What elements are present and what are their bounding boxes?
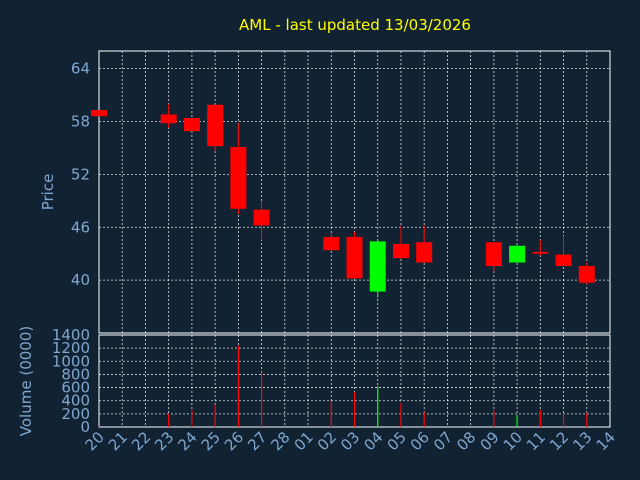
volume-y-tick-label: 0: [80, 418, 90, 436]
volume-y-tick-label: 1400: [52, 326, 90, 344]
candle-body: [578, 266, 595, 283]
candle-body: [323, 236, 340, 251]
x-axis-label: Day: [334, 459, 362, 475]
price-y-tick-label: 46: [71, 218, 90, 236]
price-y-tick-label: 64: [71, 60, 90, 78]
chart-title: AML - last updated 13/03/2026: [239, 16, 471, 34]
candle-body: [416, 242, 433, 263]
candle-body: [509, 245, 526, 263]
volume-axis-label: Volume (0000): [17, 326, 35, 436]
volume-bars: [98, 345, 588, 427]
candle-body: [392, 243, 409, 259]
candle-body: [207, 104, 224, 147]
x-tick-label: 14: [593, 428, 619, 454]
volume-y-tick-label: 1000: [52, 352, 90, 370]
price-gridlines: [98, 51, 611, 333]
volume-y-tick-label: 400: [61, 392, 90, 410]
price-y-tick-label: 52: [71, 165, 90, 183]
price-y-tick-labels: 40 46 52 58 64: [71, 60, 90, 290]
price-candles: [91, 103, 595, 298]
candle-body: [230, 147, 247, 209]
candle-body: [369, 241, 386, 292]
volume-y-tick-label: 600: [61, 379, 90, 397]
candle-body: [532, 251, 549, 254]
candle-body: [253, 209, 270, 226]
volume-y-tick-label: 800: [61, 365, 90, 383]
price-y-tick-label: 58: [71, 113, 90, 131]
candle-body: [160, 114, 177, 124]
candle-body: [346, 236, 363, 279]
candle-body: [485, 242, 502, 267]
candle-body: [555, 254, 572, 267]
volume-y-tick-label: 1200: [52, 339, 90, 357]
price-y-tick-label: 40: [71, 271, 90, 289]
x-tick-labels: 2021222324252627280102030405060708091011…: [82, 428, 619, 454]
price-axis-label: Price: [39, 174, 57, 211]
candle-body: [91, 110, 107, 117]
volume-y-tick-label: 200: [61, 405, 90, 423]
candle-body: [183, 117, 200, 132]
